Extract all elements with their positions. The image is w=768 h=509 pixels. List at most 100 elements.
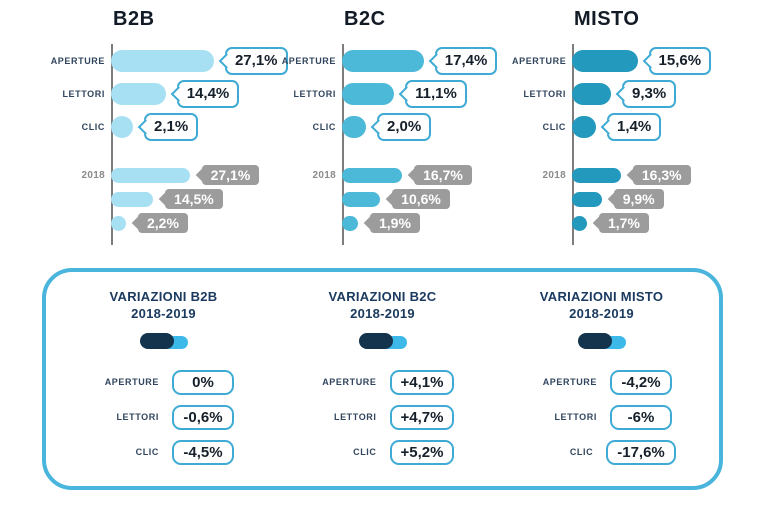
variations-title: VARIAZIONI B2C 2018-2019 [273, 288, 492, 322]
bar-aperture-2018 [342, 167, 403, 183]
variations-summary-box: VARIAZIONI B2B 2018-2019 APERTURE 0% LET… [42, 268, 723, 490]
bar-row-clic: CLIC 2,0% [256, 110, 512, 143]
variation-row-aperture: APERTURE -4,2% [492, 368, 711, 396]
variation-value-badge: -6% [610, 404, 672, 430]
value-callout-gray: 9,9% [613, 189, 664, 209]
year-2018-bars-misto: 2018 16,3% 9,9% 1,7% [512, 163, 768, 235]
value-callout: 9,3% [622, 79, 677, 108]
variation-label: LETTORI [333, 412, 377, 422]
toggle-dark-pill [139, 333, 174, 349]
variation-value-badge: -17,6% [606, 439, 676, 465]
value-label: 2,1% [154, 117, 189, 135]
bar-row-aperture-2018: 2018 27,1% [0, 163, 260, 187]
category-label: LETTORI [293, 88, 336, 99]
bar-row-aperture: APERTURE 17,4% [256, 44, 512, 77]
value-callout-gray: 1,9% [370, 213, 420, 233]
category-label: APERTURE [512, 55, 567, 66]
variation-value-badge: -4,5% [172, 439, 234, 465]
variation-row-clic: CLIC -4,5% [54, 438, 273, 466]
bar-row-lettori: LETTORI 11,1% [256, 77, 512, 110]
variations-title-text: VARIAZIONI MISTO [539, 289, 664, 304]
value-callout: 1,4% [607, 112, 662, 141]
value-callout-gray: 2,2% [138, 213, 188, 233]
category-label: APERTURE [50, 55, 105, 66]
value-label: 17,4% [444, 51, 488, 69]
bar-clic-2018 [111, 215, 126, 231]
year-label: 2018 [312, 169, 336, 181]
bar-aperture-2018 [572, 167, 621, 183]
variation-label: LETTORI [554, 412, 597, 422]
value-label: 15,6% [658, 51, 702, 69]
bar-aperture-current [342, 49, 424, 72]
chart-column-b2c: B2C APERTURE 17,4% LETTORI 11,1% CLIC 2,… [256, 0, 512, 262]
axis-line-misto [572, 44, 574, 245]
variation-value-badge: +4,7% [389, 404, 455, 430]
category-label: CLIC [542, 121, 566, 132]
bar-aperture-current [111, 49, 214, 72]
category-label: CLIC [312, 121, 336, 132]
axis-line-b2c [342, 44, 344, 245]
bar-lettori-current [111, 82, 166, 105]
bar-row-lettori: LETTORI 14,4% [0, 77, 256, 110]
value-label: 1,4% [617, 117, 652, 135]
variation-value-badge: 0% [172, 369, 234, 395]
bar-row-lettori-2018: 10,6% [256, 187, 512, 211]
bar-aperture-current [572, 49, 638, 72]
variation-label: APERTURE [322, 377, 377, 387]
variations-title: VARIAZIONI MISTO 2018-2019 [492, 288, 711, 322]
comparison-toggle-icon [577, 333, 626, 350]
bar-row-clic-2018: 2,2% [0, 211, 256, 235]
bar-clic-2018 [342, 215, 358, 231]
bar-row-lettori-2018: 14,5% [0, 187, 256, 211]
toggle-dark-pill [577, 333, 612, 349]
category-label: LETTORI [523, 88, 566, 99]
chart-title-b2b: B2B [113, 8, 155, 30]
bar-clic-2018 [572, 215, 587, 231]
variations-subtitle: 2018-2019 [131, 306, 196, 321]
variation-value-badge: -0,6% [172, 404, 234, 430]
value-label: 27,1% [234, 51, 278, 69]
value-label: 14,4% [186, 84, 230, 102]
variation-row-aperture: APERTURE +4,1% [273, 368, 492, 396]
value-label: 11,1% [415, 84, 457, 102]
value-label: 10,6% [401, 191, 441, 207]
chart-column-b2b: B2B APERTURE 27,1% LETTORI 14,4% CLIC 2,… [0, 0, 288, 262]
variations-title-text: VARIAZIONI B2B [109, 289, 218, 304]
value-callout: 2,0% [377, 112, 432, 141]
axis-line-b2b [111, 44, 113, 245]
variation-row-clic: CLIC +5,2% [273, 438, 492, 466]
bar-row-aperture-2018: 2018 16,3% [512, 163, 768, 187]
value-label: 16,7% [423, 167, 463, 183]
current-year-bars-misto: APERTURE 15,6% LETTORI 9,3% CLIC 1,4% [512, 44, 768, 143]
toggle-dark-pill [358, 333, 393, 349]
variation-label: APERTURE [542, 377, 597, 387]
variation-row-lettori: LETTORI +4,7% [273, 403, 492, 431]
value-callout-gray: 16,3% [632, 165, 691, 185]
variations-subtitle: 2018-2019 [569, 306, 634, 321]
comparison-toggle-icon [139, 333, 188, 350]
variations-title: VARIAZIONI B2B 2018-2019 [54, 288, 273, 322]
current-year-bars-b2b: APERTURE 27,1% LETTORI 14,4% CLIC 2,1% [0, 44, 288, 143]
value-callout: 14,4% [176, 79, 240, 108]
bar-lettori-2018 [572, 191, 602, 207]
chart-title-misto: MISTO [574, 8, 640, 30]
year-label: 2018 [81, 169, 105, 181]
variation-value-badge: -4,2% [610, 369, 672, 395]
variation-value-badge: +5,2% [389, 439, 455, 465]
value-callout: 27,1% [224, 46, 288, 75]
value-label: 2,0% [387, 117, 422, 135]
bar-row-aperture: APERTURE 27,1% [0, 44, 288, 77]
bar-lettori-2018 [342, 191, 381, 207]
year-2018-bars-b2b: 2018 27,1% 14,5% 2,2% [0, 163, 260, 235]
variations-column-b2b: VARIAZIONI B2B 2018-2019 APERTURE 0% LET… [54, 288, 273, 486]
variations-title-text: VARIAZIONI B2C [328, 289, 437, 304]
bar-row-aperture: APERTURE 15,6% [512, 44, 768, 77]
bar-row-clic-2018: 1,7% [512, 211, 768, 235]
variation-row-lettori: LETTORI -0,6% [54, 403, 273, 431]
value-label: 2,2% [147, 215, 179, 231]
bar-lettori-current [342, 82, 395, 105]
value-callout-gray: 27,1% [201, 165, 260, 185]
value-callout-gray: 10,6% [392, 189, 450, 209]
variation-row-aperture: APERTURE 0% [54, 368, 273, 396]
